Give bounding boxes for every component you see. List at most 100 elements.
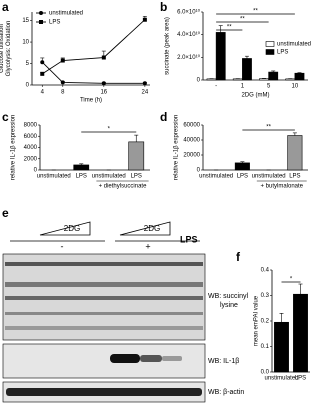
x-tick-label: 8 xyxy=(61,90,65,96)
legend-label: unstimulated xyxy=(277,42,311,48)
point xyxy=(40,60,45,65)
legend-swatch xyxy=(265,49,275,55)
blot-band xyxy=(140,355,162,362)
legend-swatch xyxy=(265,41,275,47)
y-tick-label: 10 xyxy=(22,40,29,46)
figure: 2DG 2DG LPS - + WB: succinyl lysine WB: … xyxy=(0,0,311,403)
y-axis-label: Glycolysis: Oxidation xyxy=(6,21,12,77)
legend-marker xyxy=(39,20,43,24)
panel-label: f xyxy=(236,250,241,264)
blot-band xyxy=(5,326,203,330)
x-tick-label: 1 xyxy=(241,84,245,90)
y-tick-label: 0 xyxy=(197,78,201,84)
x-tick-label: LPS xyxy=(131,174,142,180)
bar xyxy=(232,78,243,81)
gradient-label: 2DG xyxy=(64,224,80,233)
point xyxy=(60,58,65,63)
point xyxy=(40,71,45,76)
bar xyxy=(294,72,305,81)
bar xyxy=(73,164,90,171)
y-tick-label: 20000 xyxy=(183,153,200,159)
significance-label: ** xyxy=(227,25,232,31)
significance-label: ** xyxy=(253,9,258,15)
y-tick-label: 4000 xyxy=(24,145,38,151)
panel-label: e xyxy=(2,206,9,220)
x-tick-label: unstimulated xyxy=(264,376,298,382)
series-line xyxy=(41,61,145,84)
probe-label: WB: β-actin xyxy=(208,389,244,396)
bar xyxy=(259,78,269,81)
x-tick-label: 16 xyxy=(100,90,107,96)
x-tick-label: unstimulated xyxy=(252,174,286,180)
gradient-label: 2DG xyxy=(144,224,160,233)
x-tick-label: 5 xyxy=(267,84,271,90)
significance-label: ** xyxy=(240,17,245,23)
blot-band xyxy=(162,356,182,361)
bar xyxy=(206,78,217,81)
bar xyxy=(268,71,279,81)
y-tick-label: 4.0×10¹⁰ xyxy=(177,31,201,38)
gradient-triangle xyxy=(39,221,91,236)
y-tick-label: 0.2 xyxy=(261,319,270,325)
y-tick-label: 0 xyxy=(197,168,201,174)
panel-label: c xyxy=(2,110,9,124)
y-tick-label: 2000 xyxy=(24,156,38,162)
y-tick-label: 40000 xyxy=(183,138,200,144)
probe-label: WB: IL-1β xyxy=(208,358,239,365)
blot-band xyxy=(110,354,140,363)
y-axis-label: mean emPAI value xyxy=(254,295,260,346)
bar xyxy=(293,293,308,373)
bar xyxy=(274,321,289,373)
bar xyxy=(242,58,252,81)
y-tick-label: 6.0×10¹⁰ xyxy=(177,9,201,16)
blot-panel: 2DG 2DG LPS - + WB: succinyl lysine WB: … xyxy=(2,221,249,403)
x-tick-label: 10 xyxy=(292,84,299,90)
point xyxy=(101,55,106,60)
x-tick-label: LPS xyxy=(237,174,248,180)
legend-marker xyxy=(39,11,43,15)
y-tick-label: 60000 xyxy=(183,123,200,129)
group-label: + butylmalonate xyxy=(260,184,303,190)
y-tick-label: 0 xyxy=(26,83,30,89)
point xyxy=(142,17,147,22)
panel-label: b xyxy=(160,0,167,14)
probe-label: lysine xyxy=(220,302,238,309)
y-axis-label: relative IL-1β expression xyxy=(11,115,17,180)
x-tick-label: - xyxy=(215,84,217,90)
bar xyxy=(287,135,303,171)
group-label: - xyxy=(61,241,64,251)
x-tick-label: LPS xyxy=(289,174,300,180)
bar xyxy=(215,32,226,81)
point xyxy=(142,81,147,86)
y-tick-label: 0 xyxy=(34,168,38,174)
x-tick-label: 24 xyxy=(142,90,149,96)
x-tick-label: 4 xyxy=(41,90,45,96)
legend-label: LPS xyxy=(49,20,60,26)
panel-label: d xyxy=(160,110,167,124)
x-tick-label: LPS xyxy=(76,174,87,180)
y-tick-label: 0.4 xyxy=(261,268,270,274)
blot-band xyxy=(6,388,202,396)
y-tick-label: 5 xyxy=(26,61,30,67)
x-tick-label: unstimulated xyxy=(199,174,233,180)
bar xyxy=(128,141,145,171)
significance-label: * xyxy=(108,127,111,133)
y-tick-label: 0.3 xyxy=(261,293,270,299)
y-tick-label: 8000 xyxy=(24,123,38,129)
blot-band xyxy=(5,282,203,287)
y-tick-label: 15 xyxy=(22,18,29,24)
blot-band xyxy=(5,262,203,266)
panel-label: a xyxy=(2,0,9,14)
series-line xyxy=(42,19,146,75)
y-axis-label: Glucose utilisation xyxy=(0,24,5,73)
y-tick-label: 0.0 xyxy=(261,370,270,376)
point xyxy=(101,81,106,86)
probe-label: WB: succinyl xyxy=(208,293,249,300)
bar xyxy=(234,162,250,171)
treatment-label: LPS xyxy=(180,234,198,244)
group-label: + xyxy=(145,241,150,251)
y-tick-label: 6000 xyxy=(24,134,38,140)
blot-band xyxy=(5,296,203,300)
x-axis-label: 2DG (mM) xyxy=(242,93,270,99)
x-axis-label: Time (h) xyxy=(80,98,102,104)
